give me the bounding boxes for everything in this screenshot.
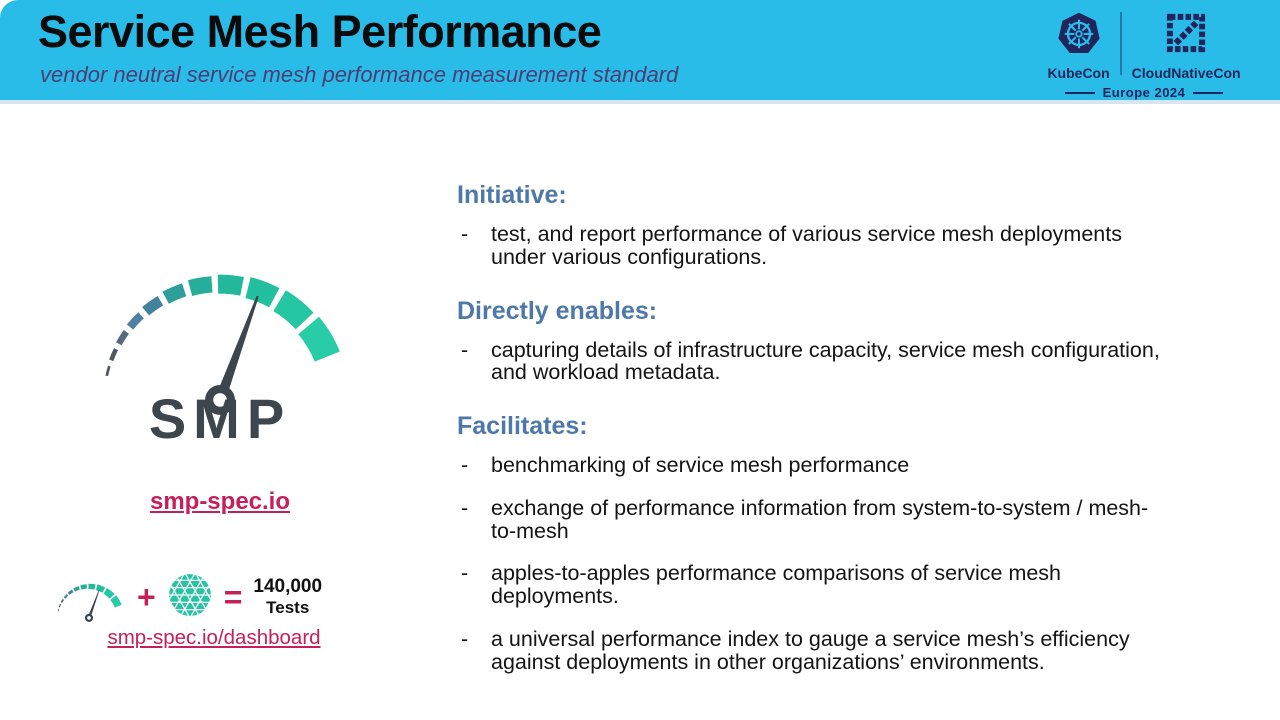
kubecon-label: KubeCon xyxy=(1047,65,1110,81)
bullet-list: - capturing details of infrastructure ca… xyxy=(457,337,1163,385)
section-facilitates: Facilitates: - benchmarking of service m… xyxy=(457,412,1163,673)
edition-label: Europe 2024 xyxy=(1102,85,1186,100)
event-logo-divider xyxy=(1119,12,1122,75)
kubecon-logo: KubeCon xyxy=(1047,10,1110,81)
list-item: - apples-to-apples performance compariso… xyxy=(457,562,1163,608)
cloudnativecon-icon xyxy=(1163,10,1209,61)
cloudnativecon-label: CloudNativeCon xyxy=(1131,65,1241,81)
mini-gauge-icon xyxy=(52,566,126,628)
list-item: - benchmarking of service mesh performan… xyxy=(457,454,1163,477)
dashboard-link[interactable]: smp-spec.io/dashboard xyxy=(107,626,321,649)
edition-rule-left xyxy=(1064,91,1095,94)
bullet-dash: - xyxy=(461,495,469,520)
section-initiative: Initiative: - test, and report performan… xyxy=(457,181,1163,269)
bullet-dash: - xyxy=(461,627,469,652)
slide-header: Service Mesh Performance vendor neutral … xyxy=(0,0,1280,100)
bullet-text: test, and report performance of various … xyxy=(491,222,1122,269)
section-heading: Facilitates: xyxy=(457,412,588,441)
bullet-text: apples-to-apples performance comparisons… xyxy=(491,561,1062,609)
plus-icon: + xyxy=(137,579,156,615)
kubecon-icon xyxy=(1056,10,1102,61)
tests-count-label: Tests xyxy=(266,598,310,618)
bullet-text: a universal performance index to gauge a… xyxy=(491,627,1130,674)
event-edition: Europe 2024 xyxy=(1064,85,1224,100)
cloudnativecon-logo: CloudNativeCon xyxy=(1132,10,1241,81)
meshery-icon xyxy=(167,572,213,623)
bullet-text: exchange of performance information from… xyxy=(491,495,1149,543)
bullet-dash: - xyxy=(461,222,469,246)
smp-spec-link[interactable]: smp-spec.io xyxy=(149,488,291,515)
event-logo-row: KubeCon CloudNativeCon xyxy=(1047,10,1241,81)
list-item: - test, and report performance of variou… xyxy=(457,223,1163,269)
bullet-dash: - xyxy=(461,561,469,586)
equals-icon: = xyxy=(223,579,243,615)
bullet-list: - benchmarking of service mesh performan… xyxy=(457,454,1163,673)
section-directly-enables: Directly enables: - capturing details of… xyxy=(457,297,1163,385)
tests-equation: + = 140,000 Tests xyxy=(52,566,352,628)
list-item: - a universal performance index to gauge… xyxy=(457,628,1163,674)
edition-rule-right xyxy=(1193,91,1224,94)
page-title: Service Mesh Performance xyxy=(38,6,602,57)
bullet-dash: - xyxy=(461,453,469,478)
list-item: - exchange of performance information fr… xyxy=(457,497,1163,543)
section-heading: Initiative: xyxy=(457,181,567,209)
page-subtitle: vendor neutral service mesh performance … xyxy=(40,62,679,87)
bullet-list: - test, and report performance of variou… xyxy=(457,223,1163,269)
tests-count-number: 140,000 xyxy=(253,576,323,598)
tests-count: 140,000 Tests xyxy=(253,576,322,617)
event-logo: KubeCon CloudNativeCon Europe 2024 xyxy=(1038,10,1250,100)
bullet-text: capturing details of infrastructure capa… xyxy=(491,337,1160,385)
list-item: - capturing details of infrastructure ca… xyxy=(457,337,1163,385)
bullet-dash: - xyxy=(461,337,469,362)
bullet-text: benchmarking of service mesh performance xyxy=(491,453,910,478)
content-column: Initiative: - test, and report performan… xyxy=(457,181,1163,702)
smp-logo-text: SMP xyxy=(148,387,292,450)
section-heading: Directly enables: xyxy=(457,296,658,325)
